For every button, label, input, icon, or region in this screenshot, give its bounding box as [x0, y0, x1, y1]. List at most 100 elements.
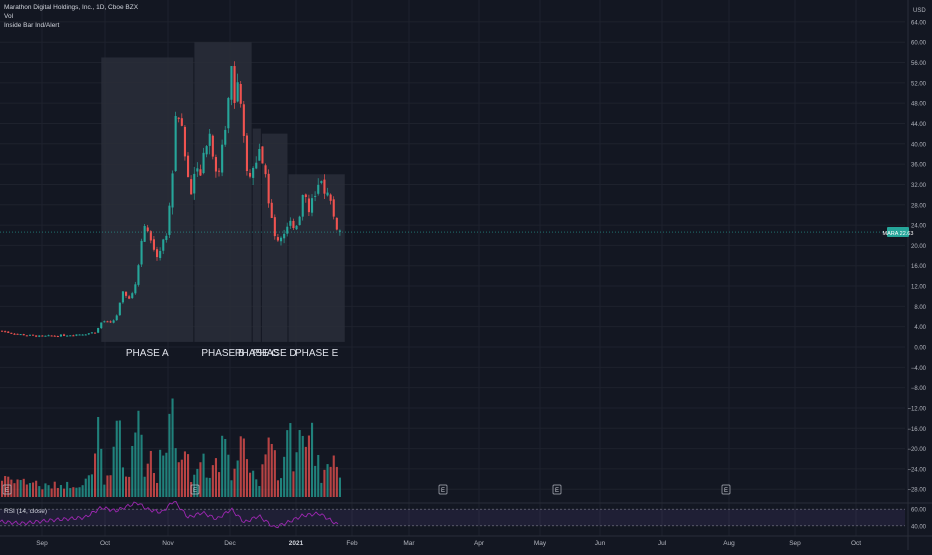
x-tick-label: Feb [346, 540, 358, 547]
price-tag-box [887, 227, 909, 238]
earnings-marker-label: E [441, 488, 445, 494]
candle-body [106, 321, 109, 323]
volume-bar [252, 470, 255, 497]
volume-bar [230, 480, 233, 497]
volume-bar [267, 437, 270, 497]
candle-body [304, 194, 307, 198]
volume-bar [323, 469, 326, 497]
candle-body [317, 184, 320, 194]
y-tick-label: 16.00 [911, 264, 927, 270]
volume-bar [1, 480, 4, 497]
candle-body [146, 227, 149, 232]
volume-bar [239, 436, 242, 497]
volume-bar [94, 453, 97, 497]
phase-label: PHASE B [201, 348, 245, 359]
volume-bar [56, 487, 59, 497]
candle-body [180, 118, 183, 126]
inside-bar-indicator-label[interactable]: Inside Bar Ind/Alert [4, 22, 60, 29]
y-tick-label: 40.00 [911, 142, 927, 148]
x-tick-label: May [534, 540, 547, 547]
candle-body [301, 195, 304, 217]
candle-body [22, 334, 25, 336]
candle-body [140, 240, 143, 265]
x-tick-label: Jun [595, 540, 606, 547]
candle-body [292, 220, 295, 229]
volume-bar [35, 480, 38, 497]
volume-bar [106, 475, 109, 497]
candle-body [205, 146, 208, 155]
phase-label: PHASE A [126, 348, 169, 359]
candle-body [307, 198, 310, 213]
earnings-marker-box [2, 484, 12, 495]
candle-body [84, 334, 87, 336]
volume-bar [84, 478, 87, 497]
earnings-marker-box [721, 484, 731, 495]
candle-body [66, 335, 69, 337]
volume-bar [125, 476, 128, 497]
rsi-band [0, 509, 905, 526]
candle-body [75, 334, 78, 336]
volume-bar [242, 438, 245, 497]
x-tick-label: 2021 [289, 540, 304, 547]
candle-body [295, 225, 298, 230]
volume-bar [199, 462, 202, 497]
candle-body [16, 333, 19, 335]
volume-bar [255, 479, 258, 497]
candle-body [94, 332, 97, 334]
candle-body [152, 239, 155, 250]
candle-body [255, 162, 258, 169]
volume-bar [264, 454, 267, 497]
candle-body [190, 179, 193, 195]
volume-bar [22, 478, 25, 497]
volume-bar [221, 435, 224, 497]
candle-body [233, 66, 236, 103]
rsi-indicator-label[interactable]: RSI (14, close) [4, 508, 47, 515]
y-tick-label: 36.00 [911, 163, 927, 169]
volume-bar [196, 468, 199, 497]
candle-body [69, 335, 72, 337]
volume-bar [13, 483, 16, 497]
volume-bar [338, 477, 341, 497]
candle-body [230, 66, 233, 100]
volume-bar [183, 451, 186, 497]
volume-bar [227, 454, 230, 497]
volume-bar [90, 474, 93, 497]
y-tick-label: −12.00 [907, 406, 926, 412]
volume-bar [97, 416, 100, 497]
volume-bar [249, 472, 252, 497]
volume-bar [162, 455, 165, 497]
y-tick-label: −20.00 [907, 447, 926, 453]
candle-body [50, 335, 53, 337]
candle-body [149, 231, 152, 241]
volume-bar [75, 487, 78, 497]
candle-body [56, 336, 59, 338]
candle-body [196, 168, 199, 172]
candle-body [183, 126, 186, 157]
candle-body [38, 335, 41, 337]
candle-body [13, 333, 16, 335]
candle-body [187, 155, 190, 177]
volume-bar [320, 482, 323, 497]
phase-label: PHASE E [295, 348, 339, 359]
candle-body [171, 173, 174, 208]
candle-body [332, 199, 335, 217]
y-tick-label: 60.00 [911, 41, 927, 47]
volume-bar [78, 487, 81, 497]
earnings-marker-label: E [555, 488, 559, 494]
chart-title[interactable]: Marathon Digital Holdings, Inc., 1D, Cbo… [4, 4, 139, 11]
volume-bar [32, 482, 35, 497]
candle-body [261, 146, 264, 164]
volume-bar [174, 448, 177, 497]
candle-body [326, 192, 329, 196]
volume-indicator-label[interactable]: Vol [4, 13, 14, 20]
volume-bar [66, 481, 69, 497]
volume-bar [87, 475, 90, 497]
candle-body [208, 133, 211, 146]
candle-body [109, 321, 112, 323]
candle-body [53, 335, 56, 337]
x-tick-label: Oct [100, 540, 110, 547]
earnings-marker-box [190, 484, 200, 495]
volume-bar [41, 489, 44, 497]
